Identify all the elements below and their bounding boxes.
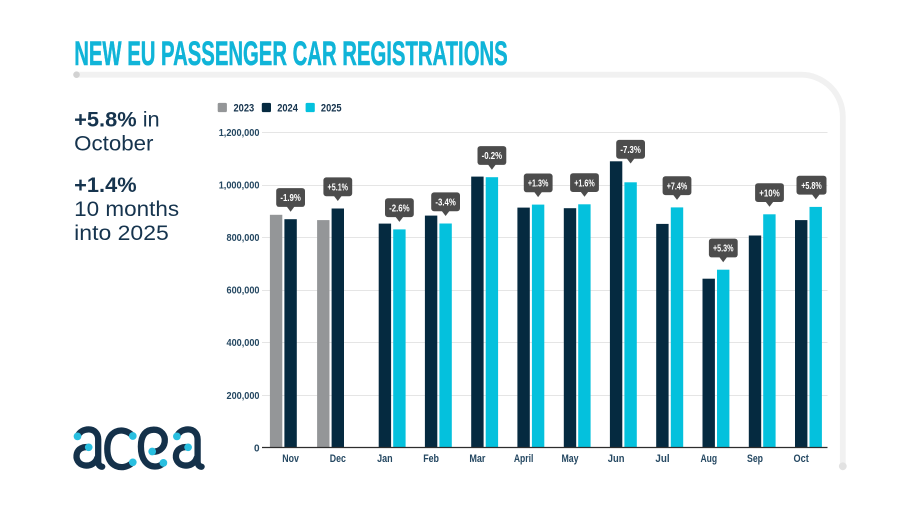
svg-text:800,000: 800,000 bbox=[227, 233, 260, 244]
svg-text:2024: 2024 bbox=[277, 102, 298, 114]
svg-text:2023: 2023 bbox=[234, 102, 255, 114]
svg-text:600,000: 600,000 bbox=[227, 286, 260, 297]
svg-text:Sep: Sep bbox=[747, 453, 763, 465]
svg-text:Dec: Dec bbox=[330, 453, 346, 465]
svg-text:Feb: Feb bbox=[423, 453, 439, 465]
svg-text:2025: 2025 bbox=[321, 102, 342, 114]
svg-text:April: April bbox=[514, 453, 534, 465]
svg-text:+5.8% in: +5.8% in bbox=[74, 107, 160, 131]
svg-text:-0.2%: -0.2% bbox=[482, 151, 503, 162]
svg-text:10 months: 10 months bbox=[74, 197, 179, 221]
svg-text:Jan: Jan bbox=[377, 453, 393, 465]
svg-text:-1.9%: -1.9% bbox=[280, 193, 301, 204]
svg-text:Aug: Aug bbox=[701, 453, 718, 465]
svg-text:+1.6%: +1.6% bbox=[574, 178, 595, 189]
svg-text:Oct: Oct bbox=[794, 453, 810, 465]
svg-text:+10%: +10% bbox=[759, 188, 780, 199]
svg-text:+5.8%: +5.8% bbox=[801, 181, 822, 192]
svg-text:-2.6%: -2.6% bbox=[389, 203, 410, 214]
svg-text:+7.4%: +7.4% bbox=[667, 181, 688, 192]
svg-text:-3.4%: -3.4% bbox=[435, 198, 456, 209]
svg-text:Jun: Jun bbox=[608, 453, 625, 465]
svg-text:400,000: 400,000 bbox=[227, 338, 260, 349]
svg-text:May: May bbox=[561, 453, 579, 465]
svg-text:+5.1%: +5.1% bbox=[328, 183, 349, 194]
svg-text:1,200,000: 1,200,000 bbox=[219, 128, 260, 139]
svg-text:200,000: 200,000 bbox=[227, 391, 260, 402]
svg-text:Nov: Nov bbox=[282, 453, 299, 465]
svg-text:+1.4%: +1.4% bbox=[74, 173, 136, 197]
svg-text:+1.3%: +1.3% bbox=[528, 179, 549, 190]
svg-text:October: October bbox=[74, 131, 153, 155]
svg-text:+5.3%: +5.3% bbox=[713, 244, 734, 255]
svg-text:into 2025: into 2025 bbox=[74, 221, 169, 245]
svg-text:Mar: Mar bbox=[469, 453, 486, 465]
svg-text:0: 0 bbox=[254, 443, 260, 454]
svg-text:Jul: Jul bbox=[655, 453, 669, 465]
svg-text:-7.3%: -7.3% bbox=[620, 145, 641, 156]
svg-text:1,000,000: 1,000,000 bbox=[219, 180, 260, 191]
svg-text:NEW EU PASSENGER CAR REGISTRAT: NEW EU PASSENGER CAR REGISTRATIONS bbox=[74, 35, 508, 73]
